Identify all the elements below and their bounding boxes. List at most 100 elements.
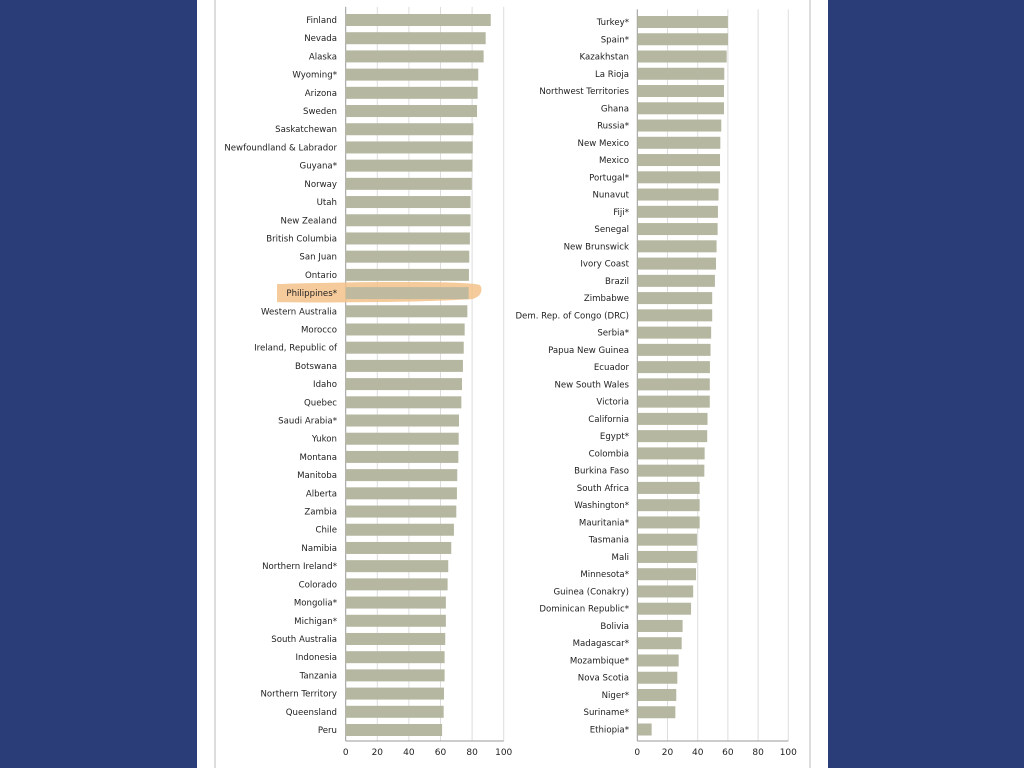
category-label: Niger*	[602, 691, 630, 701]
bar	[345, 86, 478, 99]
bar	[637, 378, 710, 391]
bar	[637, 602, 692, 615]
category-label: Sweden	[303, 107, 337, 117]
bar	[345, 614, 446, 627]
category-label: Tasmania	[588, 536, 629, 546]
category-label: Colombia	[589, 449, 629, 459]
category-label: Ontario	[305, 271, 337, 281]
bar	[637, 533, 697, 546]
bar	[345, 250, 470, 263]
bar	[637, 361, 710, 374]
bar	[637, 326, 712, 339]
bar	[637, 102, 724, 115]
category-label: Ethiopia*	[590, 726, 630, 736]
category-label: Morocco	[301, 325, 337, 335]
x-tick-label: 100	[780, 748, 797, 758]
category-label: Russia*	[597, 122, 630, 132]
bar	[637, 550, 697, 563]
bar	[345, 323, 465, 336]
bar	[345, 669, 445, 682]
category-label: New South Wales	[554, 380, 629, 390]
category-label: Senegal	[594, 225, 629, 235]
bar	[345, 268, 469, 281]
bar	[345, 450, 459, 463]
category-label: Mauritania*	[579, 518, 630, 528]
category-label: Fiji*	[613, 208, 629, 218]
category-label: New Mexico	[578, 139, 629, 149]
category-label: Northwest Territories	[539, 87, 629, 97]
bar	[345, 687, 444, 700]
bar	[637, 292, 713, 305]
category-label: British Columbia	[266, 234, 337, 244]
category-label: Bolivia	[600, 622, 629, 632]
bar	[637, 205, 718, 218]
bar	[345, 232, 470, 245]
category-label: Quebec	[304, 398, 337, 408]
bar	[345, 378, 462, 391]
x-tick-label: 0	[634, 748, 640, 758]
bar	[637, 671, 678, 684]
category-label: Zimbabwe	[584, 294, 629, 304]
bar	[637, 481, 700, 494]
category-label: Mali	[612, 553, 629, 563]
bar	[345, 196, 471, 209]
bar	[345, 32, 486, 45]
category-label: Nevada	[304, 34, 337, 44]
x-tick-label: 20	[662, 748, 674, 758]
bar	[637, 85, 724, 98]
category-label: Mozambique*	[570, 656, 630, 666]
category-label: Madagascar*	[573, 639, 630, 649]
category-label: Finland	[306, 16, 337, 26]
bar	[637, 499, 700, 512]
bar	[637, 516, 700, 529]
bar	[345, 578, 448, 591]
category-label: Victoria	[596, 398, 629, 408]
category-label: South Australia	[271, 635, 337, 645]
category-label: Ivory Coast	[580, 260, 629, 270]
bar	[637, 154, 721, 167]
category-label: Indonesia	[295, 653, 337, 663]
category-label: Arizona	[305, 89, 337, 99]
bar	[345, 651, 445, 664]
x-tick-label: 40	[692, 748, 704, 758]
bar	[637, 395, 710, 408]
category-label: Burkina Faso	[574, 467, 629, 477]
category-label: Philippines*	[286, 289, 337, 299]
bar	[345, 50, 484, 63]
bar	[345, 523, 454, 536]
category-label: Dem. Rep. of Congo (DRC)	[515, 311, 629, 321]
category-label: Zambia	[304, 508, 337, 518]
category-label: New Zealand	[281, 216, 337, 226]
category-label: Ghana	[601, 104, 629, 114]
bar	[345, 214, 471, 227]
bar	[345, 287, 469, 300]
x-tick-label: 60	[722, 748, 734, 758]
chart-page	[197, 0, 828, 768]
category-label: Chile	[315, 526, 337, 536]
bar	[345, 432, 459, 445]
bar	[637, 447, 705, 460]
bar	[637, 119, 722, 132]
bar	[637, 430, 708, 443]
category-label: Wyoming*	[292, 71, 337, 81]
category-label: Colorado	[299, 580, 337, 590]
category-label: Botswana	[295, 362, 337, 372]
bar	[637, 343, 711, 356]
x-tick-label: 80	[752, 748, 764, 758]
category-label: Northern Ireland*	[262, 562, 338, 572]
category-label: Montana	[300, 453, 337, 463]
bar	[637, 688, 677, 701]
bar	[345, 541, 452, 554]
category-label: La Rioja	[595, 70, 629, 80]
bar	[345, 105, 477, 118]
bar	[637, 274, 715, 287]
bar	[345, 560, 449, 573]
bar	[345, 469, 458, 482]
bar	[345, 177, 472, 190]
category-label: Western Australia	[261, 307, 337, 317]
bar	[345, 305, 468, 318]
category-label: Dominican Republic*	[539, 605, 629, 615]
category-label: Yukon	[311, 435, 337, 445]
bar	[637, 240, 717, 253]
bar	[637, 223, 718, 236]
